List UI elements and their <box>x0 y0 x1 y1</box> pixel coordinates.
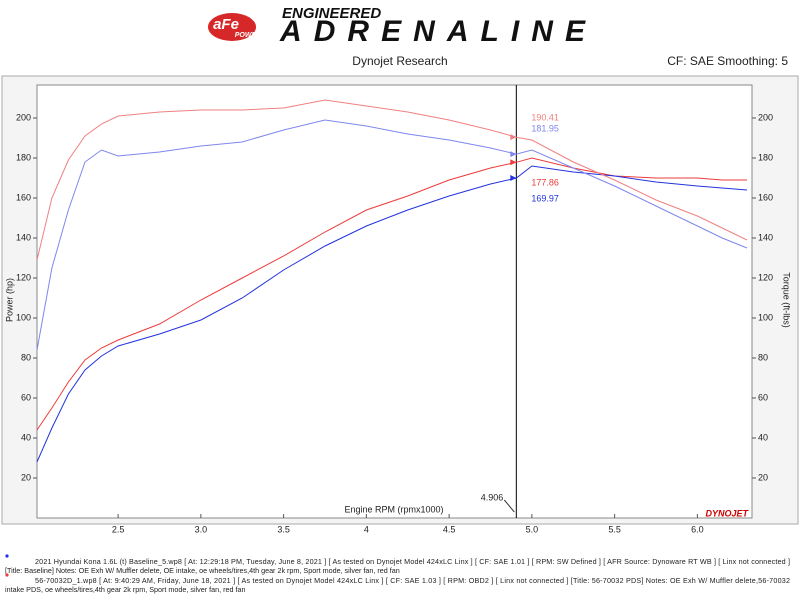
x-axis-label: Engine RPM (rpmx1000) <box>344 504 443 514</box>
y2-tick-label: 40 <box>758 432 768 442</box>
legend-text: intake PDS, oe wheels/tires,4th gear 2k … <box>5 585 246 594</box>
y2-tick-label: 200 <box>758 112 773 122</box>
tagline: ENGINEERED <box>282 5 381 22</box>
x-tick-label: 3.5 <box>277 524 290 534</box>
x-tick-label: 3.0 <box>195 524 208 534</box>
y-tick-label: 40 <box>21 432 31 442</box>
logo: aFe <box>213 16 239 33</box>
logo-badge <box>208 13 256 41</box>
cursor-x-label: 4.906 <box>481 492 504 502</box>
cursor-pointer <box>503 499 515 513</box>
y-tick-label: 60 <box>21 392 31 402</box>
legend-dot <box>5 554 9 558</box>
cursor-marker <box>510 159 517 166</box>
y2-tick-label: 180 <box>758 152 773 162</box>
y-axis-label: Power (hp) <box>4 278 14 322</box>
y-tick-label: 180 <box>16 152 31 162</box>
logo-sub: POWER <box>235 32 261 39</box>
y2-tick-label: 80 <box>758 352 768 362</box>
y2-tick-label: 20 <box>758 472 768 482</box>
y2-tick-label: 100 <box>758 312 773 322</box>
cursor-value: 169.97 <box>531 193 559 203</box>
legend-text: 56-70032D_1.wp8 [ At: 9:40:29 AM, Friday… <box>35 576 790 585</box>
y2-tick-label: 120 <box>758 272 773 282</box>
plot-area <box>36 84 753 519</box>
chart-title: Dynojet Research <box>352 54 447 68</box>
cursor-marker <box>510 134 517 141</box>
y-tick-label: 20 <box>21 472 31 482</box>
y2-tick-label: 160 <box>758 192 773 202</box>
series-line <box>36 99 748 261</box>
series-line <box>36 157 747 431</box>
brand: ADRENALINE <box>279 15 586 48</box>
y2-axis-label: Torque (ft-lbs) <box>782 272 792 328</box>
legend-dot <box>5 573 9 577</box>
cursor-marker <box>510 175 517 182</box>
y2-tick-label: 140 <box>758 232 773 242</box>
y-tick-label: 120 <box>16 272 31 282</box>
x-tick-label: 4.5 <box>443 524 456 534</box>
cursor-value: 190.41 <box>531 113 559 123</box>
cursor-value: 177.86 <box>531 178 559 188</box>
series-line <box>36 119 748 351</box>
y2-tick-label: 60 <box>758 392 768 402</box>
y-tick-label: 140 <box>16 232 31 242</box>
y-tick-label: 200 <box>16 112 31 122</box>
y-tick-label: 160 <box>16 192 31 202</box>
legend-text: 2021 Hyundai Kona 1.6L (t) Baseline_5.wp… <box>35 557 790 566</box>
cursor-marker <box>510 151 517 158</box>
watermark: DYNOJET <box>705 508 749 518</box>
x-tick-label: 5.0 <box>526 524 539 534</box>
legend-text: [Title: Baseline] Notes: OE Exh W/ Muffl… <box>5 566 400 575</box>
cursor-value: 181.95 <box>531 123 559 133</box>
x-tick-label: 5.5 <box>608 524 621 534</box>
x-tick-label: 2.5 <box>112 524 125 534</box>
y-tick-label: 80 <box>21 352 31 362</box>
chart-subtitle: CF: SAE Smoothing: 5 <box>667 54 788 68</box>
x-tick-label: 6.0 <box>691 524 704 534</box>
y-tick-label: 100 <box>16 312 31 322</box>
x-tick-label: 4 <box>364 524 369 534</box>
series-line <box>36 165 748 463</box>
